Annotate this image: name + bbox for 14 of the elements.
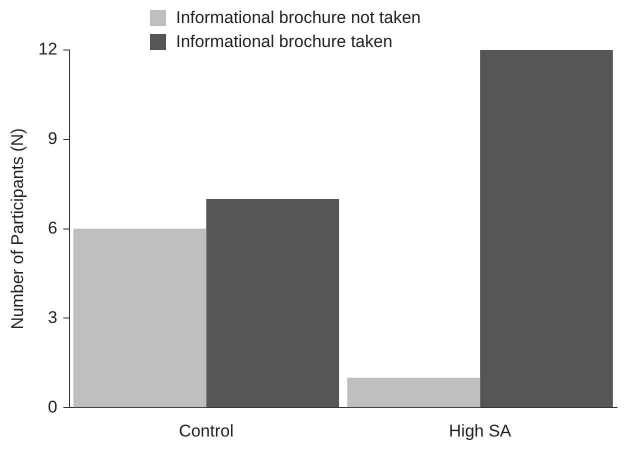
bar (73, 228, 206, 408)
y-axis-title: Number of Participants (N) (8, 128, 27, 330)
legend-label: Informational brochure taken (176, 32, 392, 52)
bar (206, 199, 340, 408)
x-tick-label: Control (178, 421, 234, 440)
y-tick-label: 9 (48, 129, 58, 148)
y-tick-label: 3 (48, 308, 58, 327)
x-tick-label: High SA (448, 421, 512, 440)
y-tick-label: 12 (38, 40, 58, 59)
y-tick-label: 6 (48, 218, 58, 238)
legend-label: Informational brochure not taken (176, 8, 421, 28)
bar (480, 50, 613, 408)
y-tick-label: 0 (48, 397, 58, 416)
bar (347, 378, 480, 408)
